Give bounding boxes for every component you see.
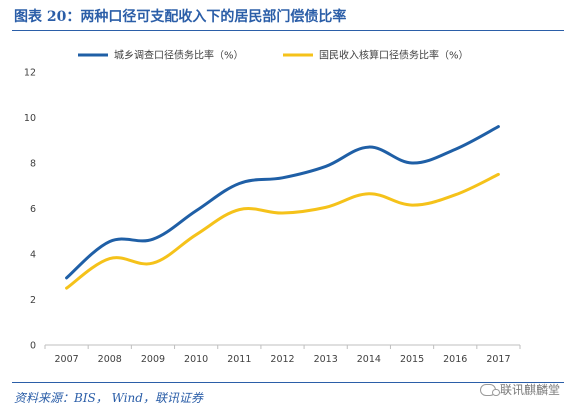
x-tick-label-8: 2015 [400,354,424,365]
title-divider [12,30,564,31]
y-tick-label-4: 8 [30,159,36,170]
x-tick-label-0: 2007 [54,354,78,365]
x-tick-label-1: 2008 [98,354,122,365]
footer-divider [12,382,564,383]
series-line-1 [65,172,500,290]
legend: 城乡调查口径债务比率（%） 国民收入核算口径债务比率（%） [78,49,469,62]
y-tick-label-0: 0 [30,341,36,352]
x-tick-label-10: 2017 [486,354,510,365]
y-tick-label-1: 2 [30,295,36,306]
y-tick-label-2: 4 [30,250,36,261]
x-tick-label-3: 2010 [184,354,208,365]
chart-title: 图表 20：两种口径可支配收入下的居民部门偿债比率 [14,9,347,25]
wechat-icon [479,383,500,396]
x-tick-label-2: 2009 [141,354,165,365]
x-tick-label-9: 2016 [443,354,467,365]
x-tick-label-5: 2012 [270,354,294,365]
y-tick-label-6: 12 [24,68,36,79]
x-axis: 2007 2008 2009 2010 2011 2012 2013 2014 2015 2016… [44,344,521,365]
brand-watermark: 联讯麒麟堂 [479,381,560,398]
source-note: 资料来源：BIS， Wind，联讯证券 [14,391,203,405]
legend-label-1: 国民收入核算口径债务比率（%） [319,49,469,62]
plot-area [65,125,500,290]
legend-label-0: 城乡调查口径债务比率（%） [114,49,244,62]
y-axis: 0 2 4 6 8 10 12 [24,68,36,352]
y-tick-label-3: 6 [30,204,36,215]
brand-name: 联讯麒麟堂 [499,383,560,397]
line-chart: 城乡调查口径债务比率（%） 国民收入核算口径债务比率（%） 0 2 4 6 8 10 12 2… [24,49,521,365]
x-tick-label-6: 2013 [314,354,338,365]
x-tick-label-7: 2014 [357,354,381,365]
x-tick-label-4: 2011 [227,354,251,365]
y-tick-label-5: 10 [24,113,36,124]
series-line-0 [65,125,500,280]
